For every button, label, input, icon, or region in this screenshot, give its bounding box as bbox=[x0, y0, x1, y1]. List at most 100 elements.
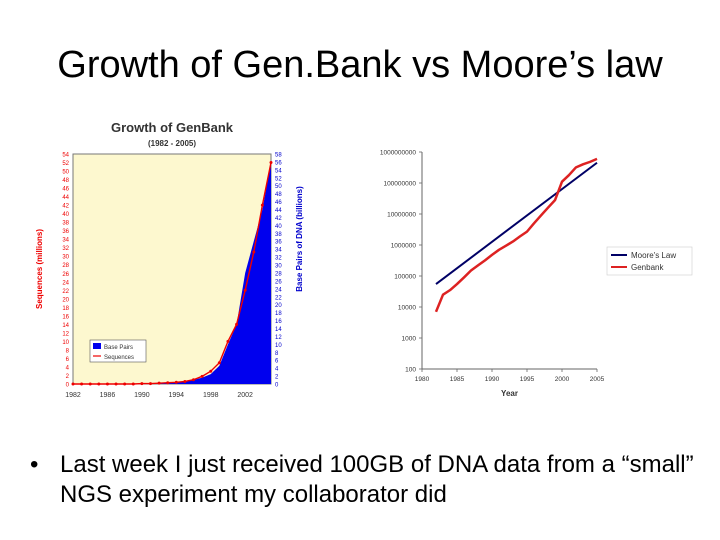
y-right-tick-label: 30 bbox=[275, 264, 282, 270]
sequences-point bbox=[174, 380, 178, 384]
y-right-tick-label: 46 bbox=[275, 200, 282, 206]
series-line-moores-law bbox=[435, 161, 598, 285]
y-left-tick-label: 16 bbox=[62, 314, 69, 320]
y-left-tick-label: 34 bbox=[62, 238, 69, 244]
sequences-point bbox=[217, 361, 221, 365]
genbank-growth-chart: Growth of GenBank(1982 - 2005)0246810121… bbox=[35, 120, 304, 399]
sequences-point bbox=[260, 203, 264, 207]
y-tick-label: 100 bbox=[405, 367, 416, 374]
sequences-point bbox=[157, 381, 161, 385]
sequences-point bbox=[226, 339, 230, 343]
y-right-tick-label: 10 bbox=[275, 343, 282, 349]
y-right-tick-label: 28 bbox=[275, 271, 282, 277]
x-tick-label: 1990 bbox=[134, 392, 150, 399]
legend-label-base-pairs: Base Pairs bbox=[104, 345, 133, 351]
legend-label-genbank: Genbank bbox=[631, 263, 664, 272]
sequences-point bbox=[235, 322, 239, 326]
y-tick-label: 1000 bbox=[402, 336, 417, 343]
sequences-point bbox=[114, 382, 118, 386]
y-tick-label: 100000 bbox=[394, 274, 416, 281]
y-right-tick-label: 34 bbox=[275, 248, 282, 254]
y-right-tick-label: 56 bbox=[275, 160, 282, 166]
x-tick-label: 1998 bbox=[203, 392, 219, 399]
sequences-point bbox=[252, 250, 256, 254]
sequences-point bbox=[80, 382, 84, 386]
legend-box bbox=[89, 339, 147, 363]
y-left-tick-label: 40 bbox=[62, 212, 69, 218]
moores-law-chart: 100 1000 10000 100000 1000000 10000000 1000000… bbox=[380, 150, 693, 398]
legend-label-sequences: Sequences bbox=[104, 355, 134, 361]
series-line-genbank bbox=[434, 157, 598, 313]
series-area-base-pairs bbox=[73, 161, 271, 384]
y-right-tick-label: 18 bbox=[275, 311, 282, 317]
bullet-point: • Last week I just received 100GB of DNA… bbox=[30, 450, 710, 510]
y-right-tick-label: 0 bbox=[275, 383, 279, 389]
y-right-axis-label: Base Pairs of DNA (billions) bbox=[295, 186, 304, 292]
y-left-tick-label: 44 bbox=[62, 195, 69, 201]
y-tick-label: 100000000 bbox=[383, 181, 416, 188]
y-left-tick-label: 32 bbox=[62, 246, 69, 252]
sequences-point bbox=[88, 382, 92, 386]
y-left-tick-label: 4 bbox=[66, 365, 70, 371]
x-tick-label: 1982 bbox=[65, 392, 81, 399]
y-right-tick-label: 52 bbox=[275, 176, 282, 182]
y-right-tick-label: 2 bbox=[275, 375, 279, 381]
x-tick-label: 1995 bbox=[520, 376, 535, 383]
y-left-tick-label: 8 bbox=[66, 348, 70, 354]
y-left-tick-label: 12 bbox=[62, 331, 69, 337]
y-right-tick-label: 12 bbox=[275, 335, 282, 341]
y-right-tick-label: 42 bbox=[275, 216, 282, 222]
x-tick-label: 2002 bbox=[237, 392, 253, 399]
x-tick-label: 1990 bbox=[485, 376, 500, 383]
y-right-tick-label: 38 bbox=[275, 232, 282, 238]
sequences-point bbox=[243, 288, 247, 292]
y-left-tick-label: 10 bbox=[62, 340, 69, 346]
sequences-point bbox=[192, 378, 196, 382]
x-tick-label: 2000 bbox=[555, 376, 570, 383]
x-tick-label: 1980 bbox=[415, 376, 430, 383]
y-right-tick-label: 8 bbox=[275, 351, 279, 357]
y-tick-label: 1000000 bbox=[391, 243, 417, 250]
y-left-axis-label: Sequences (millions) bbox=[35, 229, 44, 309]
y-right-tick-label: 14 bbox=[275, 327, 282, 333]
y-right-tick-label: 24 bbox=[275, 287, 282, 293]
y-left-tick-label: 52 bbox=[62, 161, 69, 167]
y-right-tick-label: 32 bbox=[275, 256, 282, 262]
y-left-tick-label: 22 bbox=[62, 289, 69, 295]
sequences-point bbox=[140, 382, 144, 386]
y-left-tick-label: 30 bbox=[62, 255, 69, 261]
legend-box bbox=[606, 246, 693, 276]
y-tick-label: 10000000 bbox=[387, 212, 416, 219]
y-left-tick-label: 48 bbox=[62, 178, 69, 184]
y-right-tick-label: 6 bbox=[275, 359, 279, 365]
y-right-tick-label: 22 bbox=[275, 295, 282, 301]
y-left-tick-label: 2 bbox=[66, 374, 70, 380]
sequences-point bbox=[123, 382, 127, 386]
sequences-point bbox=[209, 369, 213, 373]
x-tick-label: 1994 bbox=[169, 392, 185, 399]
y-right-tick-label: 40 bbox=[275, 224, 282, 230]
x-tick-label: 1986 bbox=[100, 392, 116, 399]
y-tick-label: 1000000000 bbox=[380, 150, 417, 157]
y-left-tick-label: 26 bbox=[62, 272, 69, 278]
y-left-tick-label: 50 bbox=[62, 170, 69, 176]
sequences-point bbox=[71, 382, 75, 386]
sequences-point bbox=[131, 382, 135, 386]
sequences-point bbox=[166, 381, 170, 385]
y-left-tick-label: 36 bbox=[62, 229, 69, 235]
sequences-point bbox=[105, 382, 109, 386]
y-right-tick-label: 36 bbox=[275, 240, 282, 246]
sequences-point bbox=[148, 382, 152, 386]
bullet-text: Last week I just received 100GB of DNA d… bbox=[60, 451, 694, 508]
legend-label-moores-law: Moore's Law bbox=[631, 251, 676, 260]
bullet-marker: • bbox=[30, 451, 39, 478]
y-left-tick-label: 46 bbox=[62, 187, 69, 193]
y-right-tick-label: 16 bbox=[275, 319, 282, 325]
y-left-tick-label: 18 bbox=[62, 306, 69, 312]
y-right-tick-label: 58 bbox=[275, 153, 282, 159]
y-tick-label: 10000 bbox=[398, 305, 416, 312]
y-right-tick-label: 44 bbox=[275, 208, 282, 214]
y-right-tick-label: 50 bbox=[275, 184, 282, 190]
y-right-tick-label: 48 bbox=[275, 192, 282, 198]
sequences-point bbox=[183, 379, 187, 383]
